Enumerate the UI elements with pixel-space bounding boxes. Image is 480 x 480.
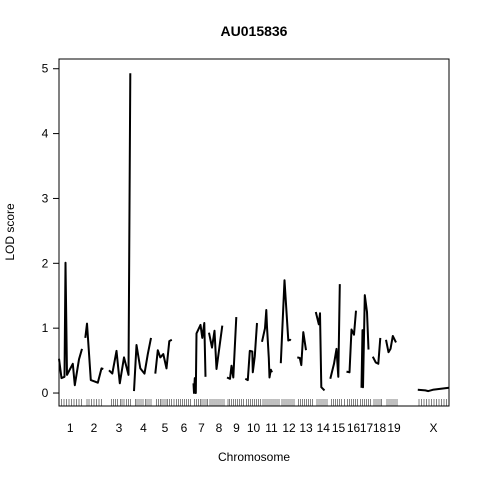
chart-title: AU015836 <box>221 23 288 39</box>
x-tick-label: 12 <box>282 421 296 435</box>
lod-line-chr-16 <box>346 310 357 374</box>
x-tick-label: 16 <box>347 421 361 435</box>
y-tick-label: 1 <box>42 321 49 335</box>
y-tick-label: 5 <box>42 62 49 76</box>
x-tick-label: 9 <box>233 421 240 435</box>
lod-line-chr-2 <box>84 322 104 384</box>
lod-line-chr-12 <box>279 279 292 364</box>
x-tick-label: 14 <box>317 421 331 435</box>
lod-series <box>58 73 450 394</box>
lod-line-chr-9 <box>226 317 238 380</box>
x-tick-label: 13 <box>299 421 313 435</box>
y-axis-label: LOD score <box>3 203 17 261</box>
lod-line-chr-3 <box>108 73 132 385</box>
lod-line-chr-4 <box>133 337 152 392</box>
lod-line-chr-15 <box>329 284 341 380</box>
x-tick-label: 1 <box>67 421 74 435</box>
y-tick-label: 0 <box>42 386 49 400</box>
marker-rug <box>61 399 447 406</box>
lod-line-chr-19 <box>385 335 397 354</box>
y-tick-label: 4 <box>42 127 49 141</box>
y-tick-label: 2 <box>42 256 49 270</box>
x-tick-label: 17 <box>360 421 374 435</box>
plot-frame <box>58 58 450 407</box>
lod-line-chr-1 <box>58 261 83 387</box>
x-tick-label: 2 <box>91 421 98 435</box>
lod-line-chr-x <box>417 386 450 393</box>
x-tick-label: 15 <box>332 421 346 435</box>
x-tick-label: 6 <box>181 421 188 435</box>
lod-line-chr-14 <box>314 311 326 392</box>
x-tick-label: 7 <box>198 421 205 435</box>
lod-line-chr-13 <box>297 331 307 367</box>
x-axis-label: Chromosome <box>218 450 290 464</box>
lod-line-chr-8 <box>208 325 224 370</box>
y-tick-label: 3 <box>42 191 49 205</box>
x-tick-label: 8 <box>216 421 223 435</box>
x-tick-label: 19 <box>387 421 401 435</box>
x-tick-label: 18 <box>373 421 387 435</box>
x-tick-label: 4 <box>140 421 147 435</box>
lod-line-chr-17 <box>360 294 370 389</box>
x-tick-label: 5 <box>162 421 169 435</box>
x-tick-label: 10 <box>247 421 261 435</box>
x-axis: 1 2 3 4 5 6 7 8 9 10 11 12 13 14 15 16 17 18 19 X <box>67 421 438 435</box>
lod-line-chr-7 <box>192 322 207 394</box>
y-axis: 0 1 2 3 4 5 <box>42 62 59 400</box>
x-tick-label: 3 <box>116 421 123 435</box>
lod-line-chr-10 <box>244 322 258 382</box>
lod-line-chr-5 <box>154 338 173 374</box>
x-tick-label: X <box>429 421 437 435</box>
lod-line-chr-11 <box>261 309 273 379</box>
x-tick-label: 11 <box>265 421 278 435</box>
lod-line-chr-18 <box>371 337 382 365</box>
